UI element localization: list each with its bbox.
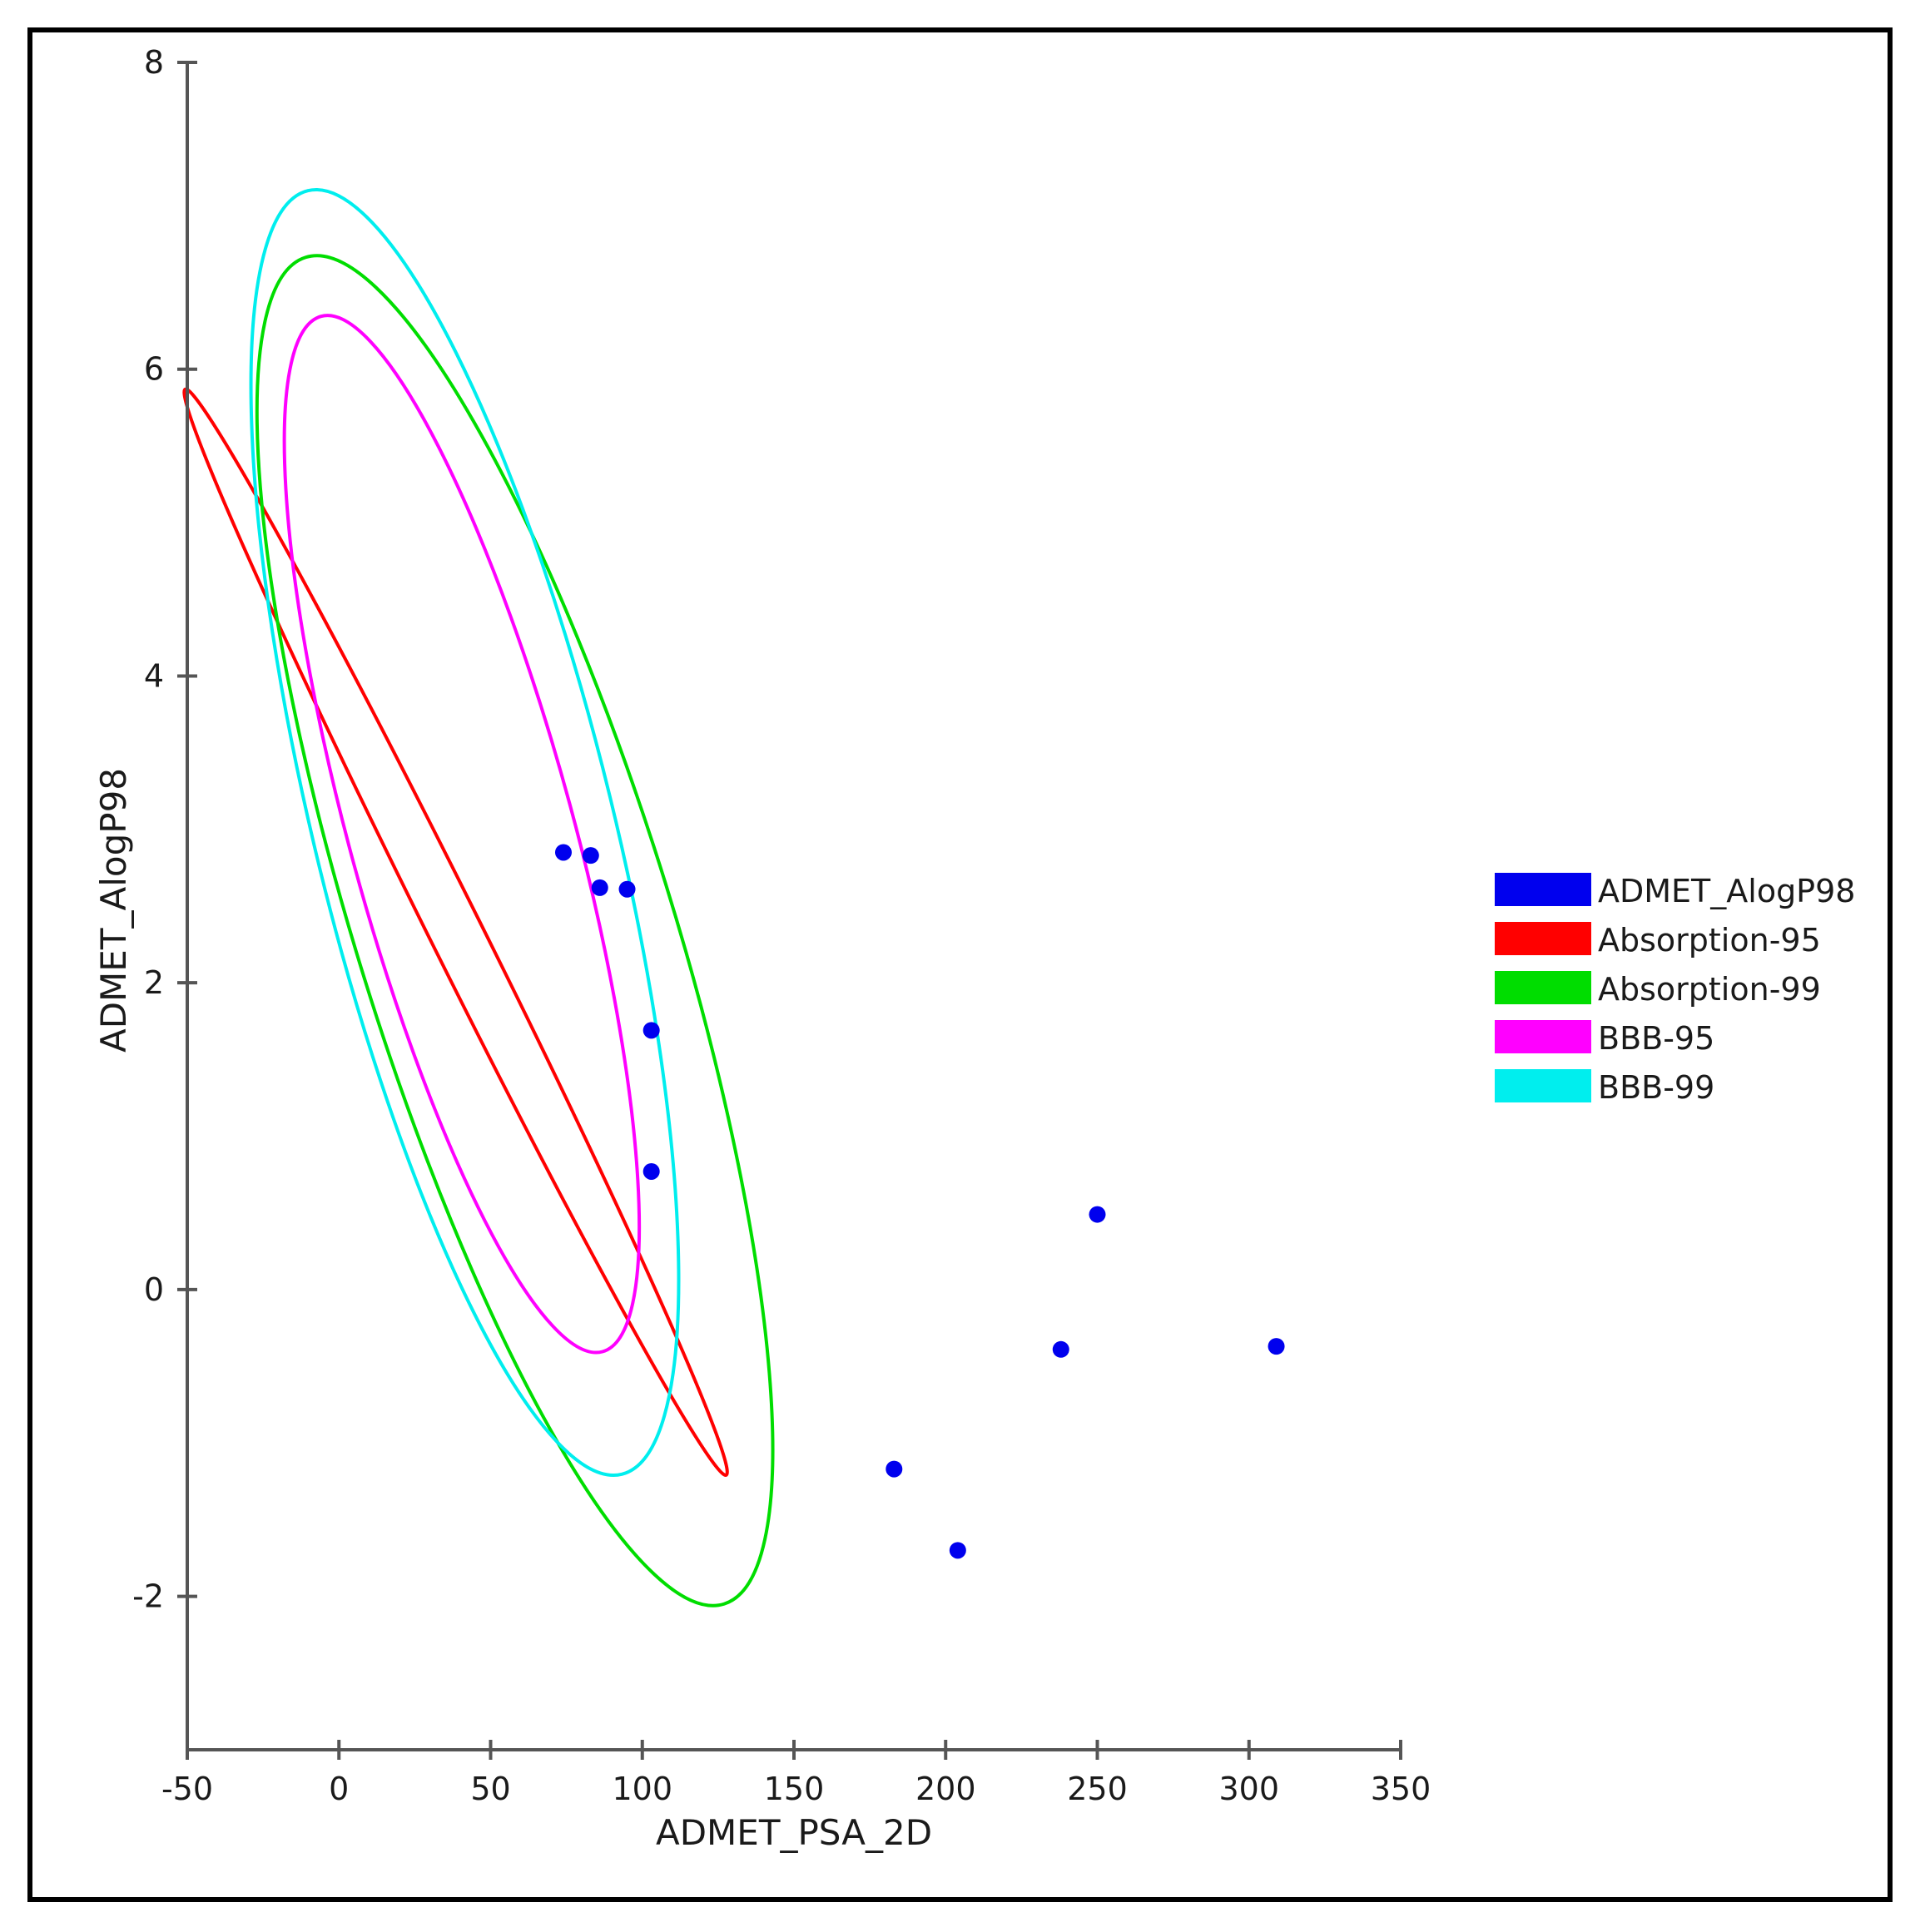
legend-label: BBB-95	[1598, 1020, 1714, 1057]
x-tick-label: 100	[612, 1771, 672, 1807]
legend-swatch	[1495, 922, 1591, 955]
data-point	[642, 1022, 660, 1039]
points-layer	[554, 844, 1285, 1559]
x-tick-label: 300	[1218, 1771, 1279, 1807]
legend-label: BBB-99	[1598, 1069, 1714, 1106]
chart-frame: -50 0 50 100 150 200 250 300 350 -2 0 2 4 6 8 ADMET_P…	[27, 27, 1893, 1902]
y-tick-label: 4	[144, 657, 164, 694]
scatter-chart: -50 0 50 100 150 200 250 300 350 -2 0 2 4 6 8 ADMET_P…	[93, 44, 1855, 1853]
x-tick-label: 200	[915, 1771, 976, 1807]
data-point	[886, 1460, 903, 1478]
data-point	[1089, 1206, 1106, 1223]
axes-layer	[186, 62, 1401, 1751]
legend-label: Absorption-95	[1598, 922, 1821, 959]
data-point	[1268, 1338, 1285, 1355]
x-ticks: -50 0 50 100 150 200 250 300 350	[161, 1740, 1431, 1807]
ellipse-layer	[182, 188, 775, 1608]
x-tick-label: 50	[470, 1771, 510, 1807]
data-point	[582, 847, 599, 864]
legend-swatch	[1495, 1069, 1591, 1102]
legend-swatch	[1495, 1020, 1591, 1053]
y-ticks: -2 0 2 4 6 8	[132, 44, 197, 1615]
x-tick-label: 250	[1067, 1771, 1128, 1807]
data-point	[949, 1542, 966, 1559]
data-point	[1052, 1340, 1069, 1358]
y-tick-label: 0	[144, 1271, 164, 1308]
data-point	[554, 844, 572, 861]
legend-label: Absorption-99	[1598, 971, 1821, 1008]
legend-swatch	[1495, 873, 1591, 906]
x-tick-label: 150	[764, 1771, 825, 1807]
x-tick-label: -50	[161, 1771, 213, 1807]
x-axis-title: ADMET_PSA_2D	[656, 1812, 932, 1853]
legend-label: ADMET_AlogP98	[1598, 873, 1855, 909]
y-tick-label: 6	[144, 351, 164, 388]
data-point	[591, 879, 608, 896]
y-tick-label: 2	[144, 964, 164, 1001]
ellipse-bbb-95	[282, 314, 642, 1355]
x-tick-label: 0	[329, 1771, 349, 1807]
legend: ADMET_AlogP98 Absorption-95 Absorption-99 B…	[1495, 873, 1855, 1106]
ellipse-absorption-99	[255, 254, 775, 1608]
y-tick-label: 8	[144, 44, 164, 81]
y-tick-label: -2	[132, 1578, 164, 1615]
y-axis-title: ADMET_AlogP98	[93, 768, 134, 1053]
ellipse-absorption-95	[182, 387, 729, 1477]
legend-swatch	[1495, 971, 1591, 1004]
data-point	[618, 880, 636, 898]
ellipse-bbb-99	[249, 188, 681, 1477]
x-tick-label: 350	[1371, 1771, 1431, 1807]
data-point	[642, 1162, 660, 1180]
